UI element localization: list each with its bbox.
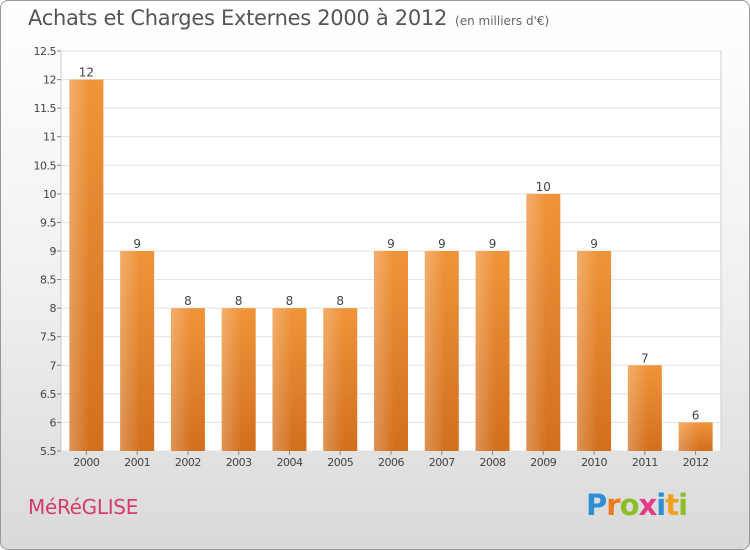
x-tick-label: 2007	[429, 456, 455, 469]
place-name: MéRéGLISE	[28, 495, 139, 519]
chart-subtitle: (en milliers d'€)	[455, 14, 550, 28]
bar-value-label: 8	[286, 294, 294, 308]
bar-value-label: 8	[336, 294, 344, 308]
y-tick-label: 11.5	[34, 102, 57, 115]
bar-value-label: 8	[184, 294, 192, 308]
bar-highlight	[424, 251, 459, 451]
bar-value-label: 9	[387, 237, 395, 251]
bar-value-label: 7	[641, 351, 649, 365]
bar-highlight	[170, 308, 205, 451]
x-tick-label: 2009	[530, 456, 556, 469]
bar-value-label: 9	[438, 237, 446, 251]
bar-value-label: 9	[590, 237, 598, 251]
y-tick-label: 11	[43, 131, 56, 144]
y-tick-label: 8.5	[40, 274, 56, 287]
bar-value-label: 12	[79, 66, 94, 80]
x-tick-label: 2003	[226, 456, 252, 469]
bar-value-label: 10	[536, 180, 551, 194]
logo-letter: P	[586, 488, 607, 522]
logo-letter: r	[606, 488, 620, 522]
x-tick-label: 2005	[327, 456, 353, 469]
bar-value-label: 9	[133, 237, 141, 251]
bar-value-label: 6	[692, 408, 700, 422]
bar-value-label: 9	[489, 237, 497, 251]
x-tick-label: 2008	[480, 456, 506, 469]
x-tick-label: 2004	[276, 456, 302, 469]
y-tick-label: 8	[50, 302, 57, 315]
x-tick-label: 2002	[175, 456, 201, 469]
y-tick-label: 10.5	[34, 159, 57, 172]
bar-highlight	[120, 251, 155, 451]
logo-letter: o	[619, 488, 640, 522]
bar-highlight	[526, 193, 561, 451]
logo-letter: i	[656, 488, 666, 522]
x-tick-label: 2001	[124, 456, 150, 469]
y-tick-label: 7.5	[40, 331, 56, 344]
logo-letter: i	[678, 488, 688, 522]
bar-highlight	[627, 365, 662, 451]
bar-highlight	[69, 79, 104, 452]
y-tick-label: 9.5	[40, 216, 56, 229]
y-tick-label: 6	[50, 416, 57, 429]
bar-highlight	[678, 422, 713, 451]
x-tick-label: 2000	[73, 456, 99, 469]
x-tick-label: 2006	[378, 456, 404, 469]
x-tick-label: 2011	[632, 456, 658, 469]
y-tick-label: 12.5	[34, 45, 57, 58]
logo-letter: x	[638, 488, 658, 522]
y-tick-label: 5.5	[40, 445, 56, 458]
bar-value-label: 8	[235, 294, 243, 308]
bar-highlight	[272, 308, 307, 451]
bar-highlight	[374, 251, 408, 451]
logo-letter: t	[665, 488, 679, 522]
bar-highlight	[323, 308, 358, 451]
y-tick-label: 7	[50, 359, 57, 372]
proxiti-logo: Proxiti	[586, 488, 688, 522]
title-text: Achats et Charges Externes 2000 à 2012	[28, 6, 448, 30]
y-tick-label: 6.5	[40, 388, 56, 401]
bar-highlight	[475, 251, 510, 451]
x-tick-label: 2010	[581, 456, 607, 469]
chart-title: Achats et Charges Externes 2000 à 2012 (e…	[28, 6, 549, 30]
y-tick-label: 10	[43, 188, 56, 201]
y-tick-label: 9	[50, 245, 57, 258]
bar-highlight	[221, 308, 256, 451]
x-tick-label: 2012	[683, 456, 709, 469]
bar-highlight	[577, 251, 612, 451]
y-tick-label: 12	[43, 74, 56, 87]
